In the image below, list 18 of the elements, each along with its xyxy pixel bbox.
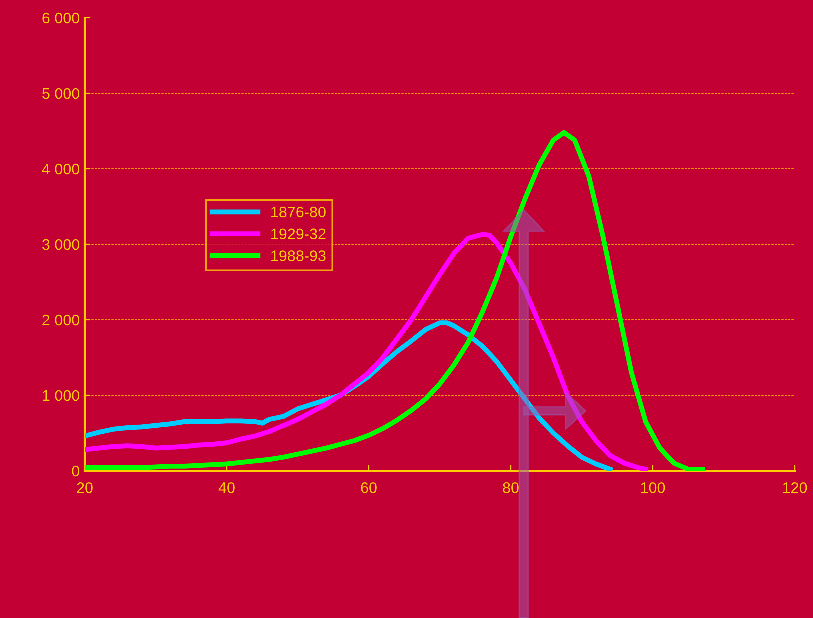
x-tick-label: 20 <box>77 482 93 494</box>
line-series <box>85 130 706 471</box>
y-tick-label: 1 000 <box>43 390 80 402</box>
legend-label: 1988-93 <box>272 250 326 262</box>
x-tick-label: 60 <box>361 482 377 494</box>
legend-label: 1929-32 <box>272 228 326 240</box>
y-tick-label: 0 <box>72 466 80 477</box>
line-series <box>85 320 613 471</box>
x-tick-label: 100 <box>641 482 666 494</box>
x-tick-label: 40 <box>218 482 235 494</box>
legend-label: 1876-80 <box>272 206 326 218</box>
x-tick-label: 120 <box>783 482 808 494</box>
y-tick-label: 4 000 <box>42 164 80 175</box>
y-tick-label: 3 000 <box>42 239 80 250</box>
x-tick-label: 80 <box>503 482 519 494</box>
y-tick-label: 5 000 <box>42 88 80 100</box>
y-tick-label: 2 000 <box>42 314 80 326</box>
y-tick-label: 6 000 <box>42 12 80 24</box>
